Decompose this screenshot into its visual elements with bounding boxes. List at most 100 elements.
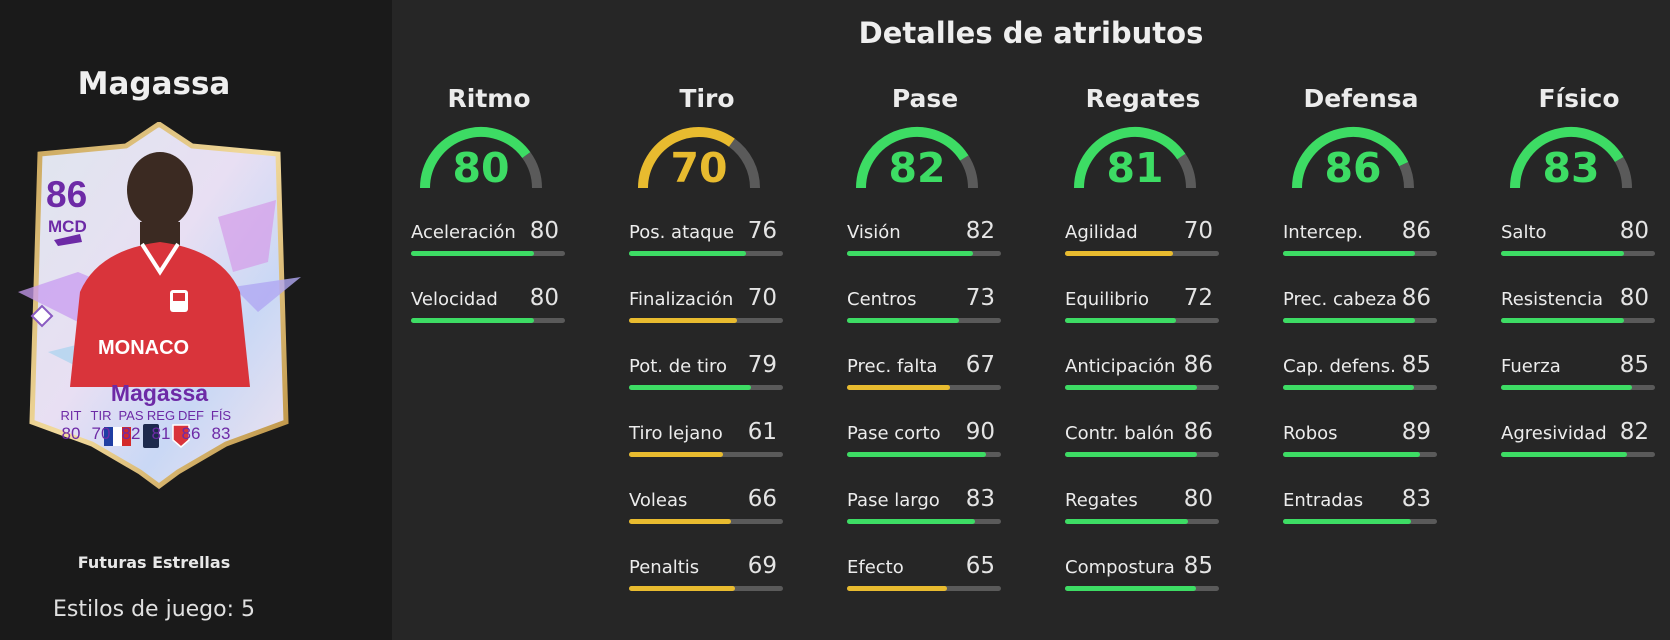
stat-row[interactable]: Efecto 65 [847,553,1003,624]
stat-value: 79 [747,352,777,378]
stat-label: Equilibrio [1065,289,1150,310]
stat-label: Efecto [847,557,904,578]
stat-row[interactable]: Pos. ataque 76 [629,218,785,289]
stat-row[interactable]: Finalización 70 [629,285,785,356]
stat-value: 70 [747,285,777,311]
stat-row[interactable]: Regates 80 [1065,486,1221,557]
stat-label: Agresividad [1501,423,1607,444]
stat-value: 85 [1401,352,1431,378]
playstyles-count[interactable]: Estilos de juego: 5 [52,597,256,622]
stat-value: 76 [747,218,777,244]
stat-value: 90 [965,419,995,445]
stat-bar [1065,586,1219,591]
card-player-name: Magassa [110,380,209,406]
stat-row[interactable]: Robos 89 [1283,419,1439,490]
stat-row[interactable]: Contr. balón 86 [1065,419,1221,490]
stat-row[interactable]: Tiro lejano 61 [629,419,785,490]
stat-row[interactable]: Agresividad 82 [1501,419,1657,490]
stat-row[interactable]: Penaltis 69 [629,553,785,624]
card-stat: DEF 86 [178,408,204,443]
card-position: MCD [48,217,87,236]
category-gauge: 80 [416,122,546,194]
stat-bar-fill [1501,251,1625,256]
category-title: Defensa [1303,84,1419,113]
stat-bar [1283,452,1437,457]
stat-value: 82 [965,218,995,244]
stat-bar-fill [847,519,975,524]
stat-bar [1283,385,1437,390]
stat-bar [1065,318,1219,323]
stat-bar-fill [1501,452,1628,457]
card-stat: FÍS 83 [210,408,232,443]
category-title: Físico [1538,84,1620,113]
gauge-track [959,155,978,189]
stat-bar-fill [1283,519,1411,524]
stat-label: Aceleración [411,222,516,243]
category-title: Pase [891,84,959,113]
stat-row[interactable]: Pase corto 90 [847,419,1003,490]
stat-value: 85 [1183,553,1213,579]
stat-value: 80 [529,285,559,311]
gauge-track [1399,162,1414,189]
stat-row[interactable]: Salto 80 [1501,218,1657,289]
gauge-fill [856,127,969,189]
attributes-title: Detalles de atributos [858,16,1204,50]
stat-label: Finalización [629,289,734,310]
stat-row[interactable]: Centros 73 [847,285,1003,356]
category-value: 86 [1324,144,1382,192]
gauge-fill [420,127,531,189]
stat-row[interactable]: Prec. falta 67 [847,352,1003,423]
stat-bar-fill [629,452,723,457]
stat-row[interactable]: Pase largo 83 [847,486,1003,557]
stat-bar [1501,251,1655,256]
stat-bar-fill [629,318,737,323]
category-gauge: 81 [1070,122,1200,194]
stat-row[interactable]: Anticipación 86 [1065,352,1221,423]
stat-label: Pos. ataque [629,222,735,243]
stat-row[interactable]: Velocidad 80 [411,285,567,356]
stat-bar-fill [629,251,747,256]
gauge-track [1177,153,1196,189]
stat-label: Pot. de tiro [629,356,728,377]
stat-value: 69 [747,553,777,579]
stat-label: Velocidad [411,289,498,310]
category-title: Ritmo [447,84,531,113]
stat-row[interactable]: Cap. defens. 85 [1283,352,1439,423]
stat-row[interactable]: Fuerza 85 [1501,352,1657,423]
stat-bar-fill [629,586,736,591]
category-1: Tiro 70 Pos. ataque 76 Finalización 70 Pot. de… [629,84,785,624]
stat-row[interactable]: Voleas 66 [629,486,785,557]
stat-row[interactable]: Agilidad 70 [1065,218,1221,289]
stat-row[interactable]: Visión 82 [847,218,1003,289]
stat-row[interactable]: Entradas 83 [1283,486,1439,557]
stat-value: 72 [1183,285,1213,311]
stat-row[interactable]: Equilibrio 72 [1065,285,1221,356]
stat-value: 80 [1619,218,1649,244]
stat-row[interactable]: Compostura 85 [1065,553,1221,624]
stat-row[interactable]: Aceleración 80 [411,218,567,289]
stat-bar [629,251,783,256]
stat-row[interactable]: Prec. cabeza 86 [1283,285,1439,356]
stat-bar-fill [411,251,535,256]
stat-list: Salto 80 Resistencia 80 Fuerza 85 Agresividad 8… [1501,218,1657,490]
stat-row[interactable]: Intercep. 86 [1283,218,1439,289]
stat-label: Penaltis [629,557,700,578]
stat-row[interactable]: Pot. de tiro 79 [629,352,785,423]
stat-bar-fill [1283,318,1416,323]
stat-row[interactable]: Resistencia 80 [1501,285,1657,356]
stat-bar [629,452,783,457]
stat-bar-fill [847,251,974,256]
gauge-fill [1292,127,1409,189]
stat-bar-fill [1283,251,1416,256]
category-gauge: 83 [1506,122,1636,194]
stat-bar-fill [847,318,960,323]
player-name: Magassa [77,66,231,102]
stat-bar [1501,385,1655,390]
stat-bar-fill [847,452,986,457]
stat-bar-fill [1065,251,1173,256]
stat-bar-fill [1283,385,1414,390]
stat-value: 61 [747,419,777,445]
stat-bar [847,318,1001,323]
player-card[interactable]: MONACO 86 MCD Magassa RIT 80 TIR 70 PAS 82 … [18,122,301,497]
category-5: Físico 83 Salto 80 Resistencia 80 Fuerza 85 Agre… [1501,84,1657,490]
